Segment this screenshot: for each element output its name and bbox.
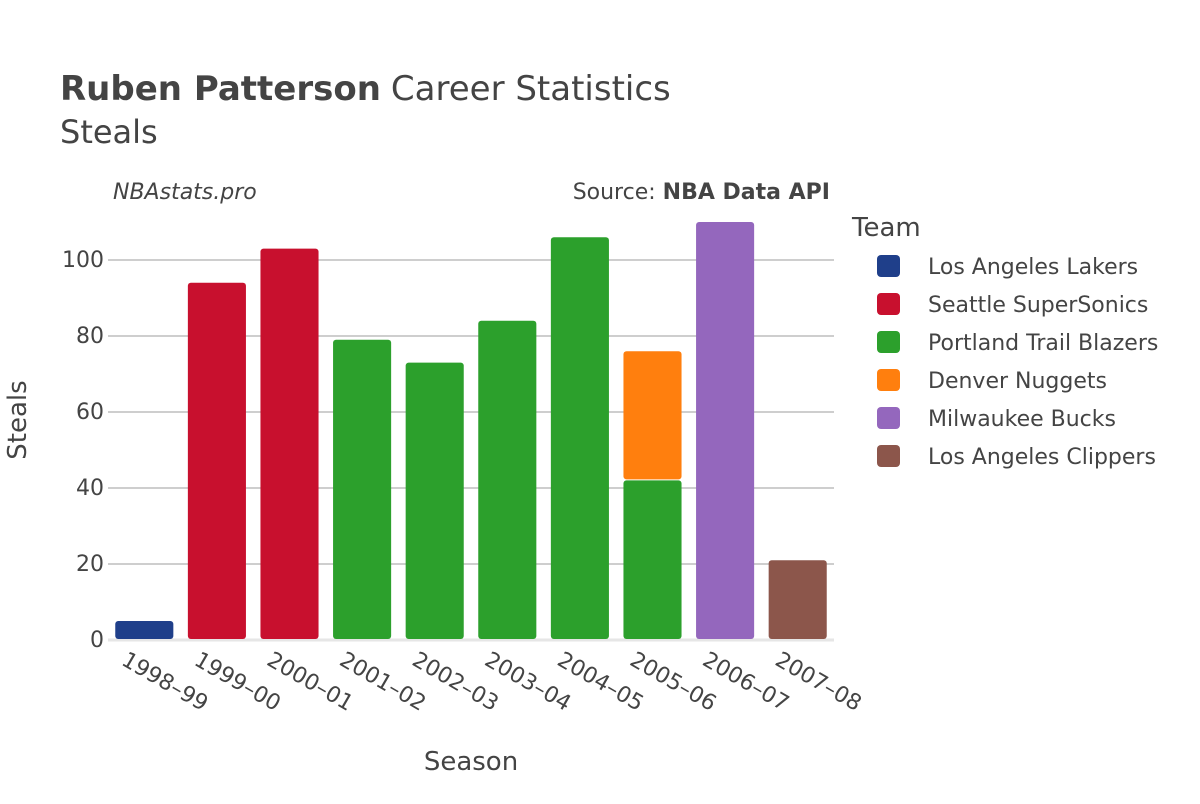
legend-swatch [877,369,900,391]
y-tick-label: 0 [90,628,104,653]
bar-milwaukee-bucks-2006–07[interactable] [696,222,755,639]
bar-seattle-supersonics-1999–00[interactable] [187,282,246,639]
x-axis-title: Season [424,747,518,777]
legend-label: Milwaukee Bucks [928,407,1116,432]
legend-item-portland-trail-blazers[interactable]: Portland Trail Blazers [877,331,1158,356]
legend-item-los-angeles-lakers[interactable]: Los Angeles Lakers [877,255,1138,280]
legend-label: Seattle SuperSonics [928,293,1148,318]
site-label: NBAstats.pro [113,180,257,205]
legend-label: Los Angeles Clippers [928,445,1156,470]
y-tick-label: 80 [76,324,104,349]
source-prefix: Source: [573,180,663,205]
legend-swatch [877,445,900,467]
legend-swatch [877,331,900,353]
chart-title: Ruben Patterson Career Statistics [60,69,671,109]
legend-item-denver-nuggets[interactable]: Denver Nuggets [877,369,1107,394]
y-tick-label: 20 [76,552,104,577]
bar-portland-trail-blazers-2005–06[interactable] [623,480,682,639]
legend-item-seattle-supersonics[interactable]: Seattle SuperSonics [877,293,1148,318]
legend-title: Team [851,213,921,243]
chart-title-player: Ruben Patterson [60,69,381,109]
y-axis-title: Steals [3,380,33,459]
legend-label: Los Angeles Lakers [928,255,1138,280]
source-label: Source: NBA Data API [573,180,830,205]
y-axis-ticks: 0 20 40 60 80 100 [62,248,104,653]
source-name: NBA Data API [663,180,830,205]
bar-los-angeles-lakers-1998–99[interactable] [115,621,174,639]
bar-seattle-supersonics-2000–01[interactable] [260,248,319,639]
legend-label: Denver Nuggets [928,369,1107,394]
legend-swatch [877,293,900,315]
bar-denver-nuggets-2005–06[interactable] [623,351,682,480]
legend-label: Portland Trail Blazers [928,331,1158,356]
bar-los-angeles-clippers-2007–08[interactable] [768,560,827,639]
legend-swatch [877,255,900,277]
legend: Los Angeles Lakers Seattle SuperSonics Por… [877,255,1158,470]
x-axis-ticks: 1998–991999–002000–012001–022002–032003–… [117,648,865,717]
chart-title-suffix: Career Statistics [391,69,671,109]
y-tick-label: 40 [76,476,104,501]
legend-item-milwaukee-bucks[interactable]: Milwaukee Bucks [877,407,1116,432]
bar-portland-trail-blazers-2002–03[interactable] [405,362,464,639]
legend-item-los-angeles-clippers[interactable]: Los Angeles Clippers [877,445,1156,470]
chart-subtitle: Steals [60,113,158,151]
bars [115,222,827,639]
bar-portland-trail-blazers-2004–05[interactable] [550,237,609,639]
y-tick-label: 100 [62,248,104,273]
y-tick-label: 60 [76,400,104,425]
bar-portland-trail-blazers-2001–02[interactable] [333,339,392,639]
legend-swatch [877,407,900,429]
bar-portland-trail-blazers-2003–04[interactable] [478,320,537,639]
